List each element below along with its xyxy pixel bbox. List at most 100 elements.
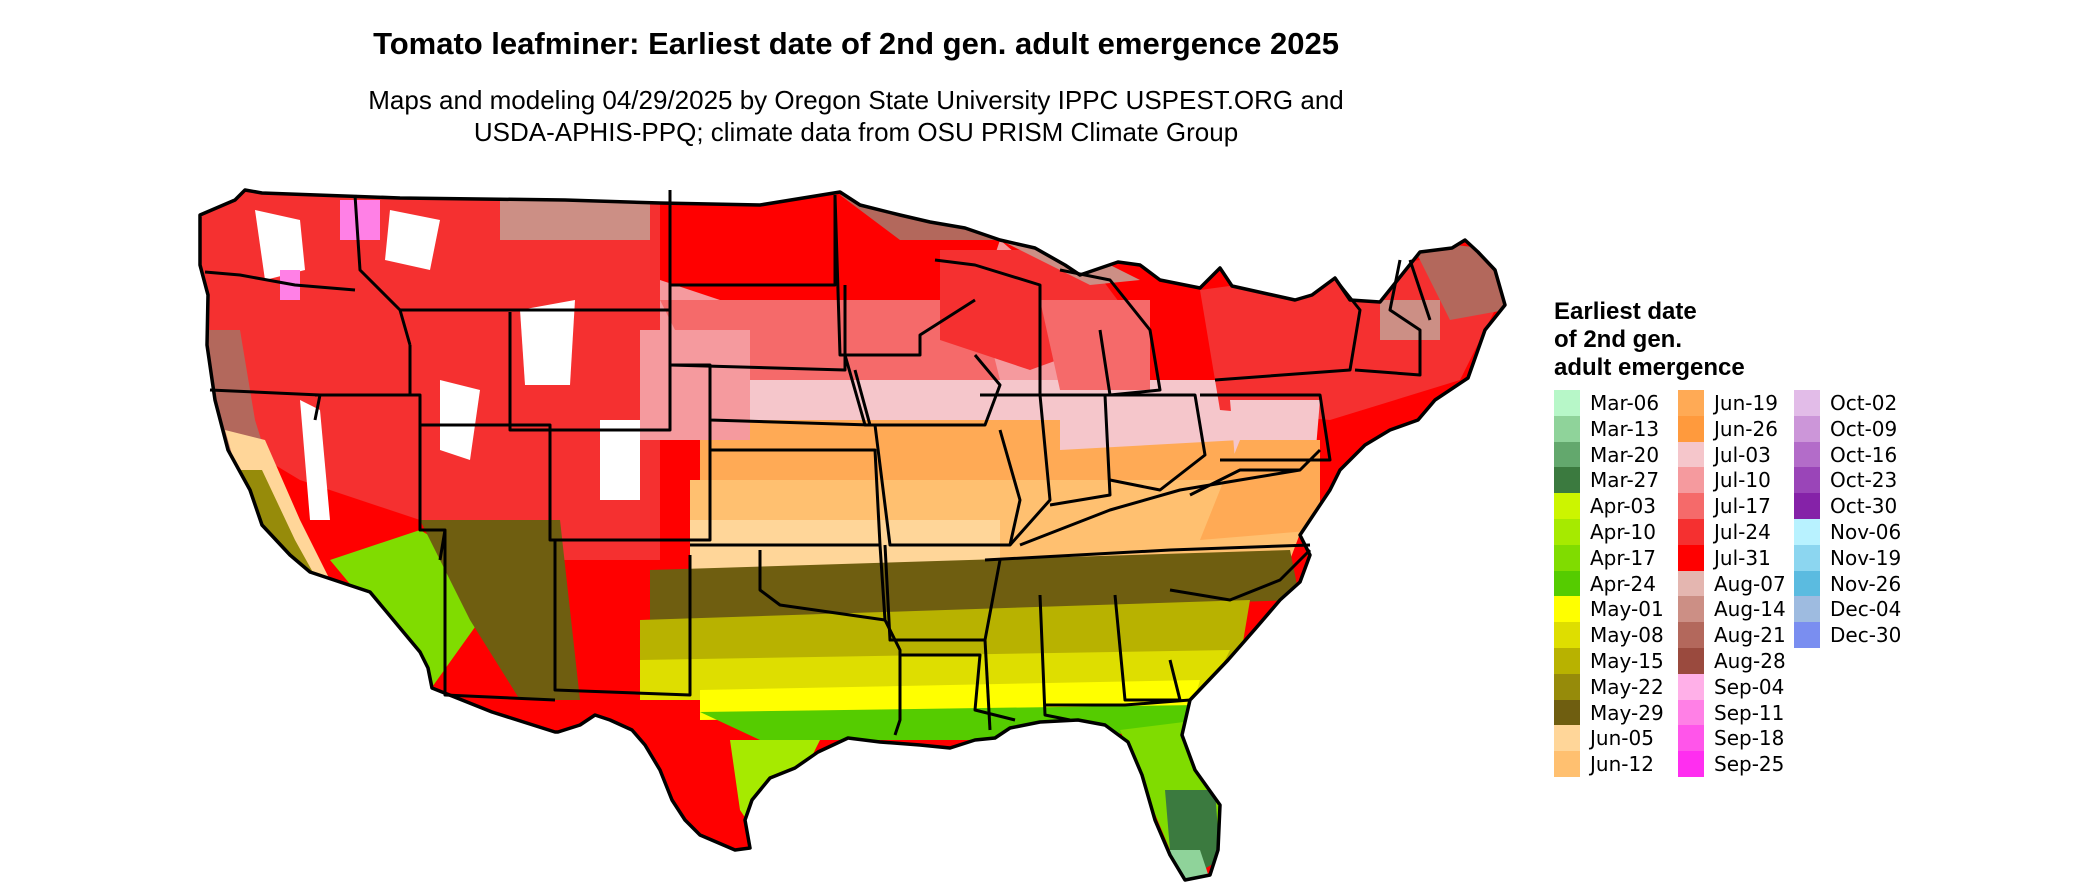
legend-swatch xyxy=(1678,493,1704,519)
zone-new-england-brown xyxy=(1380,300,1440,340)
border-oklahoma xyxy=(690,543,887,622)
legend-label: May-29 xyxy=(1590,700,1664,725)
subtitle-line-1: Maps and modeling 04/29/2025 by Oregon S… xyxy=(368,85,1344,115)
legend-swatch xyxy=(1794,570,1820,597)
border-florida xyxy=(1045,698,1191,707)
legend-swatch xyxy=(1678,673,1704,700)
legend-label: Jul-10 xyxy=(1714,468,1771,493)
border-michigan xyxy=(1059,268,1162,397)
legend-swatch xyxy=(1554,570,1580,597)
border-minnesota xyxy=(833,194,976,357)
legend-label: Apr-10 xyxy=(1590,519,1656,544)
legend-swatch xyxy=(1794,467,1820,494)
legend-label: Oct-02 xyxy=(1830,391,1898,415)
legend-swatch xyxy=(1794,544,1820,571)
legend-label: Nov-26 xyxy=(1830,571,1902,596)
border-tennessee-north xyxy=(1019,468,1301,547)
legend-label: Nov-19 xyxy=(1830,545,1902,570)
legend-label: Sep-04 xyxy=(1714,674,1785,699)
legend-label: May-22 xyxy=(1590,674,1664,699)
legend-swatch xyxy=(1554,622,1580,648)
legend-label: Aug-28 xyxy=(1714,648,1786,673)
legend-swatch xyxy=(1678,441,1704,468)
legend-label: Jul-17 xyxy=(1714,494,1771,519)
legend-swatch xyxy=(1794,493,1820,519)
legend-label: Dec-30 xyxy=(1830,623,1902,648)
border-texas-east xyxy=(883,619,902,736)
border-kentucky-tennessee xyxy=(984,543,1311,562)
legend-swatch xyxy=(1554,467,1580,494)
zone-snow-wyoming xyxy=(520,300,575,385)
border-alabama xyxy=(1038,594,1071,722)
legend-swatch xyxy=(1678,699,1704,726)
legend-swatch xyxy=(1794,415,1820,442)
legend-label: Sep-18 xyxy=(1714,726,1785,751)
zone-nebraska-pink xyxy=(640,330,750,440)
legend-swatch xyxy=(1678,415,1704,442)
legend-title: Earliest date of 2nd gen. adult emergenc… xyxy=(1554,298,1745,382)
border-south-dakota xyxy=(668,285,847,372)
border-mississippi xyxy=(983,639,992,731)
legend-label: Oct-16 xyxy=(1830,442,1898,467)
border-nebraska xyxy=(670,363,872,427)
legend-swatch xyxy=(1794,441,1820,468)
zone-snow-montana xyxy=(385,210,440,270)
border-ohio xyxy=(1105,393,1207,492)
legend-swatch xyxy=(1554,596,1580,623)
legend-swatch xyxy=(1678,751,1704,777)
legend-label: Oct-23 xyxy=(1830,468,1898,493)
legend-label: Nov-06 xyxy=(1830,519,1902,544)
legend-label: Oct-30 xyxy=(1830,494,1898,519)
border-georgia xyxy=(1113,594,1182,702)
zone-desert-southwest xyxy=(330,530,480,690)
zone-mountain-pink-1 xyxy=(340,200,380,240)
legend-title-line-2: of 2nd gen. xyxy=(1554,326,1682,353)
border-wyoming xyxy=(508,312,672,432)
legend-swatch xyxy=(1678,544,1704,571)
legend-swatch xyxy=(1678,518,1704,545)
us-emergence-map xyxy=(198,188,1507,882)
legend-label: May-08 xyxy=(1590,623,1664,648)
zone-virginia-orange xyxy=(1200,440,1320,540)
zone-south-olive xyxy=(650,550,1300,620)
legend-label: Dec-04 xyxy=(1830,597,1902,622)
legend-swatch xyxy=(1554,390,1580,416)
legend-label: Oct-09 xyxy=(1830,416,1898,441)
legend-swatch xyxy=(1794,622,1820,648)
legend-swatch xyxy=(1678,622,1704,648)
legend-label: May-15 xyxy=(1590,648,1664,673)
zone-arizona-olive xyxy=(420,520,580,700)
legend-swatch xyxy=(1554,751,1580,777)
legend-swatch xyxy=(1554,699,1580,726)
legend-label: Mar-13 xyxy=(1590,416,1660,441)
state-boundaries xyxy=(198,188,1507,882)
subtitle-line-2: USDA-APHIS-PPQ; climate data from OSU PR… xyxy=(473,117,1239,147)
legend: Earliest date of 2nd gen. adult emergenc… xyxy=(1554,298,2074,798)
border-carolinas xyxy=(1169,548,1312,602)
legend-label: Mar-20 xyxy=(1590,442,1660,467)
legend-swatch xyxy=(1554,673,1580,700)
legend-swatch xyxy=(1554,647,1580,674)
us-outline xyxy=(198,188,1507,882)
legend-swatch xyxy=(1554,415,1580,442)
border-iowa xyxy=(843,354,1002,427)
legend-label: Jul-31 xyxy=(1714,545,1771,570)
legend-label: Jul-03 xyxy=(1714,442,1771,467)
legend-label: Sep-25 xyxy=(1714,752,1785,777)
zone-northeast-brown xyxy=(1410,240,1505,320)
legend-swatch xyxy=(1794,596,1820,623)
zone-snow-utah xyxy=(440,380,480,460)
zone-michigan-red xyxy=(1040,300,1150,390)
border-nm-texas xyxy=(553,540,692,697)
zone-snow-sierra xyxy=(300,400,330,520)
legend-label: Mar-27 xyxy=(1590,468,1660,493)
legend-swatch xyxy=(1554,725,1580,752)
zone-northwest-brown xyxy=(500,190,650,240)
legend-title-line-3: adult emergence xyxy=(1554,354,1745,381)
legend-swatch xyxy=(1554,544,1580,571)
legend-label: Sep-11 xyxy=(1714,700,1785,725)
map-title: Tomato leafminer: Earliest date of 2nd g… xyxy=(373,26,1339,61)
border-illinois xyxy=(990,393,1052,546)
zone-central-valley-olive xyxy=(238,470,320,590)
border-maine xyxy=(1408,259,1432,321)
